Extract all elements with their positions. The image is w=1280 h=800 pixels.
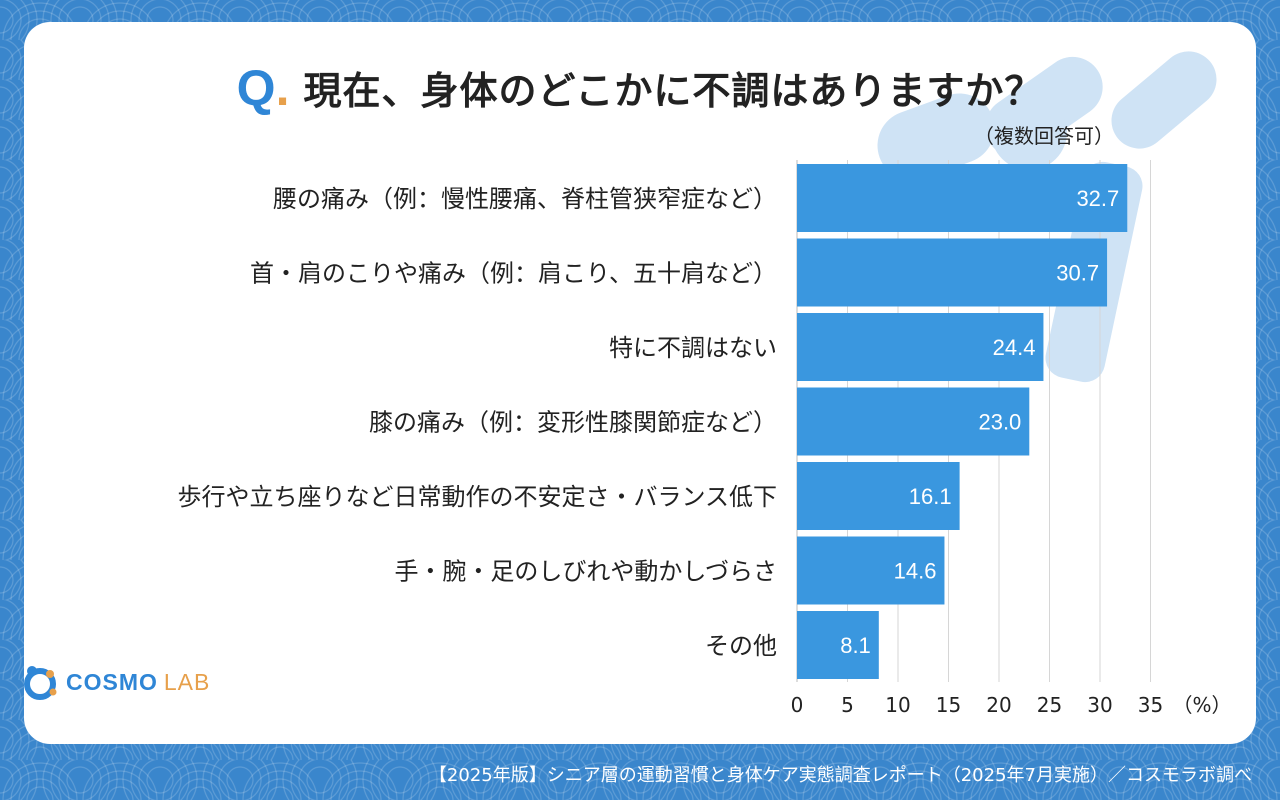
category-label: 首・肩のこりや痛み（例：肩こり、五十肩など） bbox=[250, 260, 777, 288]
x-axis-unit-label: （%） bbox=[1173, 693, 1232, 717]
category-label: 歩行や立ち座りなど日常動作の不安定さ・バランス低下 bbox=[177, 483, 777, 511]
category-label: 膝の痛み（例：変形性膝関節症など） bbox=[369, 409, 777, 437]
x-tick-label: 30 bbox=[1087, 693, 1112, 717]
bar-chart: 32.7 30.7 24.4 23.0 16.1 14.6 8.1 腰の痛み（例：慢性腰痛、… bbox=[177, 160, 1232, 717]
logo-name-sub: LAB bbox=[163, 668, 211, 695]
logo-text: COSMO LAB bbox=[66, 669, 210, 696]
bar bbox=[797, 164, 1128, 232]
x-tick-label: 35 bbox=[1138, 693, 1163, 717]
bar-value-label: 23.0 bbox=[978, 410, 1021, 435]
bar-value-label: 14.6 bbox=[894, 559, 937, 584]
bar bbox=[797, 611, 879, 679]
bar-value-label: 16.1 bbox=[909, 484, 952, 509]
x-tick-label: 25 bbox=[1037, 693, 1062, 717]
footer-source-note: 【2025年版】シニア層の運動習慣と身体ケア実態調査レポート（2025年7月実施… bbox=[428, 765, 1252, 786]
x-tick-label: 15 bbox=[936, 693, 961, 717]
x-tick-label: 10 bbox=[885, 693, 910, 717]
page-subtitle: （複数回答可） bbox=[974, 124, 1114, 148]
category-label: 腰の痛み（例：慢性腰痛、脊柱管狭窄症など） bbox=[273, 185, 777, 213]
cosmo-lab-logo: COSMO LAB bbox=[22, 664, 210, 700]
page-title: 現在、身体のどこかに不調はありますか？ bbox=[303, 69, 1044, 113]
logo-icon bbox=[24, 666, 57, 700]
category-label: 特に不調はない bbox=[609, 334, 777, 362]
x-tick-label: 20 bbox=[986, 693, 1011, 717]
bar bbox=[797, 536, 945, 605]
bar bbox=[797, 313, 1044, 381]
bar bbox=[797, 238, 1108, 307]
bar-value-label: 24.4 bbox=[993, 335, 1036, 360]
bar bbox=[797, 462, 960, 530]
bar-value-label: 30.7 bbox=[1056, 261, 1099, 286]
bar-value-label: 32.7 bbox=[1076, 186, 1119, 211]
title-row: Q. 現在、身体のどこかに不調はありますか？ bbox=[24, 60, 1256, 115]
bar bbox=[797, 387, 1030, 456]
category-label: 手・腕・足のしびれや動かしづらさ bbox=[394, 558, 777, 586]
question-mark-badge: Q. bbox=[236, 59, 290, 116]
logo-name-main: COSMO bbox=[66, 668, 158, 695]
bar-value-label: 8.1 bbox=[840, 633, 871, 658]
x-tick-label: 0 bbox=[791, 693, 804, 717]
x-tick-label: 5 bbox=[841, 693, 854, 717]
content-card: Q. 現在、身体のどこかに不調はありますか？ （複数回答可） 32.7 30.7 2… bbox=[24, 22, 1256, 744]
category-label: その他 bbox=[705, 632, 777, 660]
